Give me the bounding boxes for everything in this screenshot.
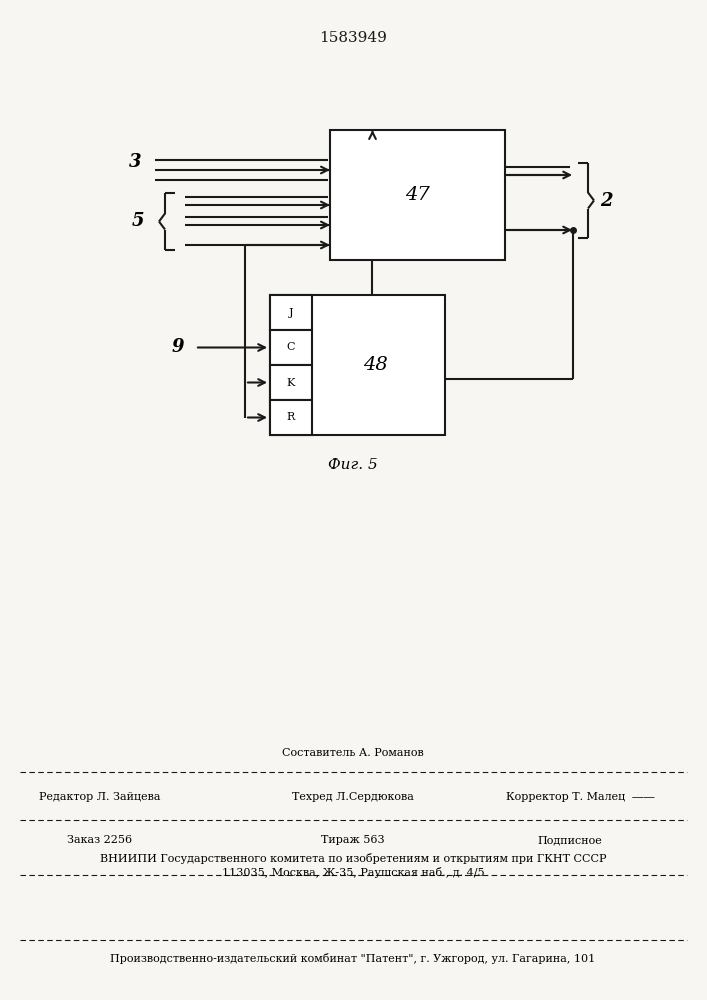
Text: 48: 48 [363, 356, 387, 374]
Text: C: C [287, 342, 296, 353]
Text: Техред Л.Сердюкова: Техред Л.Сердюкова [292, 792, 414, 802]
Text: Производственно-издательский комбинат "Патент", г. Ужгород, ул. Гагарина, 101: Производственно-издательский комбинат "П… [110, 952, 595, 964]
Text: 5: 5 [132, 213, 144, 231]
Text: R: R [287, 412, 295, 422]
Bar [270, 365, 312, 400]
Text: 113035, Москва, Ж-35, Раушская наб., д. 4/5: 113035, Москва, Ж-35, Раушская наб., д. … [222, 867, 484, 879]
Text: Корректор Т. Малец  ――: Корректор Т. Малец ―― [506, 792, 654, 802]
Text: Тираж 563: Тираж 563 [321, 835, 385, 845]
Text: 1583949: 1583949 [319, 31, 387, 45]
Bar [270, 330, 312, 365]
Bar [330, 130, 505, 260]
Text: Заказ 2256: Заказ 2256 [67, 835, 133, 845]
Bar [270, 295, 312, 330]
Text: K: K [287, 377, 296, 387]
Text: Составитель А. Романов: Составитель А. Романов [282, 748, 424, 758]
Text: 47: 47 [405, 186, 430, 204]
Text: Редактор Л. Зайцева: Редактор Л. Зайцева [40, 792, 160, 802]
Text: J: J [288, 308, 293, 318]
Bar [270, 295, 445, 435]
Text: Подписное: Подписное [537, 835, 602, 845]
Text: ВНИИПИ Государственного комитета по изобретениям и открытиям при ГКНТ СССР: ВНИИПИ Государственного комитета по изоб… [100, 852, 606, 863]
Text: 2: 2 [600, 192, 612, 210]
Text: 3: 3 [129, 153, 141, 171]
Text: Фиг. 5: Фиг. 5 [328, 458, 378, 472]
Text: 9: 9 [172, 338, 185, 357]
Bar [270, 400, 312, 435]
